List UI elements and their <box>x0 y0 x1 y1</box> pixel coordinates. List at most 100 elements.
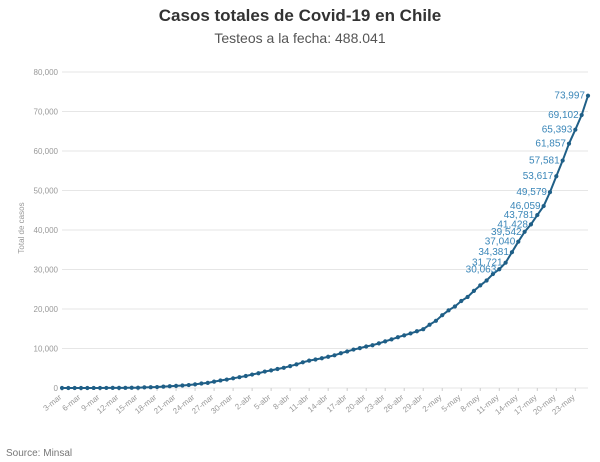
data-point <box>269 368 274 373</box>
data-label: 37,040 <box>485 237 516 248</box>
data-point <box>123 385 128 390</box>
data-point <box>509 250 515 255</box>
data-point <box>243 373 248 379</box>
data-point <box>192 382 198 387</box>
data-point <box>199 381 204 386</box>
data-point <box>135 385 141 390</box>
source-note: Source: Minsal <box>6 448 73 459</box>
y-tick-label: 30,000 <box>34 266 59 275</box>
data-label: 53,617 <box>523 171 554 182</box>
x-tick-label: 14-abr <box>306 392 330 414</box>
data-point <box>180 383 185 388</box>
data-point <box>516 239 521 244</box>
data-point <box>522 229 527 234</box>
x-tick-label: 17-abr <box>325 392 349 414</box>
data-point <box>275 366 280 372</box>
data-point <box>389 337 394 342</box>
data-point <box>364 344 369 349</box>
data-point <box>345 349 350 354</box>
data-point <box>300 360 305 365</box>
y-tick-label: 20,000 <box>34 305 59 314</box>
data-point <box>585 93 591 98</box>
data-point <box>66 385 71 391</box>
data-label: 49,579 <box>516 187 547 198</box>
data-label: 34,381 <box>478 247 509 258</box>
data-point <box>332 353 337 358</box>
data-point <box>528 222 534 227</box>
x-tick-label: 5-may <box>440 393 463 414</box>
data-label: 65,393 <box>542 125 573 136</box>
data-point <box>281 365 286 370</box>
data-point <box>104 385 109 391</box>
data-point <box>471 288 477 294</box>
data-point <box>237 375 242 380</box>
data-point <box>85 385 90 391</box>
y-tick-label: 60,000 <box>34 147 59 156</box>
data-point <box>566 141 572 146</box>
data-label: 39,542 <box>491 227 522 238</box>
data-point <box>313 357 318 362</box>
data-point <box>173 383 179 388</box>
y-tick-label: 10,000 <box>34 345 59 354</box>
data-point <box>370 343 375 348</box>
data-label: 61,857 <box>535 139 566 150</box>
x-tick-label: 29-abr <box>401 392 425 414</box>
data-point <box>218 378 223 383</box>
data-label: 30,063 <box>466 264 497 275</box>
data-point <box>262 369 267 374</box>
data-point <box>421 327 426 332</box>
data-point <box>224 377 229 382</box>
data-point <box>541 203 546 209</box>
data-point <box>357 346 362 351</box>
x-tick-label: 6-mar <box>61 392 83 413</box>
data-point <box>465 294 470 300</box>
data-point <box>154 384 160 390</box>
x-tick-label: 11-abr <box>287 392 310 414</box>
data-point <box>402 333 407 338</box>
data-label: 69,102 <box>548 110 579 121</box>
data-point <box>294 362 299 367</box>
data-point <box>579 112 584 118</box>
data-point <box>97 385 103 391</box>
x-tick-label: 3-mar <box>41 392 63 413</box>
x-tick-label: 23-abr <box>363 392 387 414</box>
data-point <box>110 385 115 391</box>
data-point <box>211 379 217 384</box>
x-tick-label: 5-abr <box>252 392 272 411</box>
data-point <box>459 298 464 304</box>
data-point <box>376 341 381 346</box>
x-tick-label: 2-may <box>421 393 444 414</box>
data-label: 43,781 <box>504 210 535 221</box>
data-point <box>427 322 432 327</box>
data-label: 73,997 <box>554 91 585 102</box>
line-chart: 0 10,000 20,000 30,000 40,000 50,000 60,000 70,… <box>17 68 591 417</box>
data-point <box>446 308 451 313</box>
data-label: 31,721 <box>472 258 503 269</box>
data-point <box>231 376 236 381</box>
data-point <box>433 318 439 323</box>
data-point <box>161 384 166 389</box>
data-label: 57,581 <box>529 156 560 167</box>
y-tick-label: 40,000 <box>34 226 59 235</box>
data-point <box>250 372 255 377</box>
x-tick-label: 26-abr <box>382 392 406 414</box>
x-tick-label: 20-abr <box>344 392 368 414</box>
x-tick-label: 30-mar <box>209 392 234 415</box>
data-point <box>129 385 134 390</box>
data-point <box>205 380 210 385</box>
data-point <box>59 385 65 391</box>
data-point <box>478 283 483 288</box>
data-point <box>116 385 122 390</box>
y-tick-label: 80,000 <box>34 68 59 77</box>
data-point <box>395 335 400 340</box>
y-tick-label: 0 <box>54 384 59 393</box>
data-point <box>452 304 458 309</box>
data-point <box>535 212 540 218</box>
data-point <box>256 371 261 376</box>
data-point <box>351 347 356 352</box>
data-point <box>383 339 388 344</box>
data-point <box>326 354 331 359</box>
data-point <box>319 356 324 361</box>
data-point <box>91 385 96 391</box>
data-point <box>573 127 578 132</box>
